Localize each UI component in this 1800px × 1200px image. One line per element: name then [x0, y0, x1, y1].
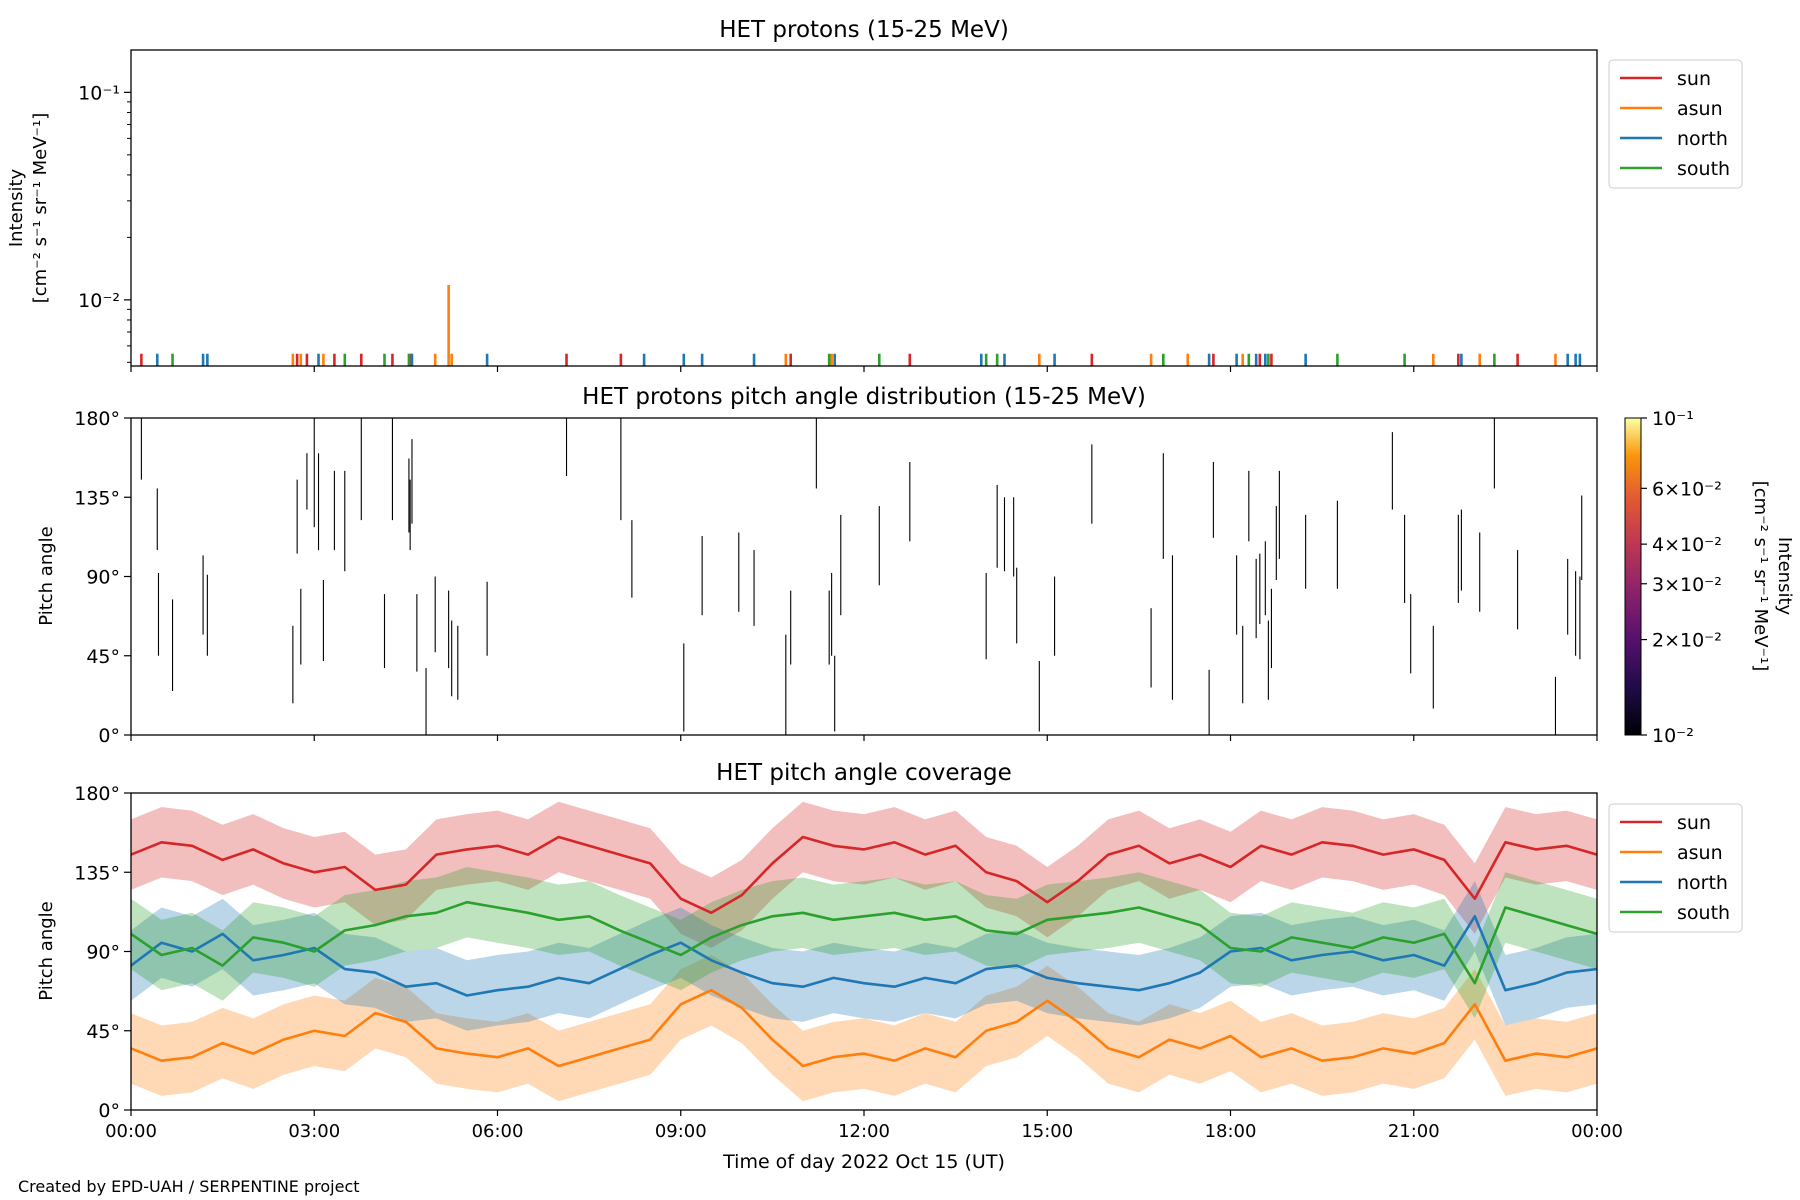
- legend-label-sun: sun: [1677, 68, 1711, 90]
- legend-box: [1608, 59, 1743, 189]
- coverage-frame: [130, 792, 1598, 1111]
- legend-label-sun: sun: [1677, 812, 1711, 834]
- pad-ylabel: Pitch angle: [36, 526, 57, 625]
- colorbar-ticks: 10⁻² 2×10⁻² 3×10⁻² 4×10⁻² 6×10⁻² 10⁻¹: [1641, 408, 1722, 747]
- x-tick-label: 00:00: [1571, 1121, 1623, 1142]
- legend-label-asun: asun: [1677, 842, 1723, 864]
- coverage-series: [131, 801, 1597, 1102]
- colorbar-label-line1: Intensity: [1774, 537, 1795, 616]
- colorbar-label-line2: [cm⁻² s⁻¹ sr⁻¹ MeV⁻¹]: [1750, 481, 1771, 672]
- pad-frame: [130, 417, 1598, 736]
- pad-title: HET protons pitch angle distribution (15…: [582, 384, 1146, 410]
- coverage-line-north: [131, 914, 1597, 997]
- y-tick-label: 0°: [98, 725, 120, 747]
- colorbar-tick-label: 6×10⁻²: [1652, 478, 1722, 500]
- y-tick-label: 10⁻²: [78, 290, 120, 312]
- intensity-marks: [140, 284, 1582, 366]
- y-tick-label: 45°: [86, 1021, 120, 1043]
- y-tick-label: 90°: [86, 942, 120, 964]
- intensity-legend: sun asun north south: [1608, 59, 1743, 189]
- intensity-frame: [130, 49, 1598, 367]
- x-tick-label: 21:00: [1388, 1121, 1440, 1142]
- legend-label-asun: asun: [1677, 98, 1723, 120]
- coverage-band-asun: [131, 955, 1597, 1102]
- colorbar: 10⁻² 2×10⁻² 3×10⁻² 4×10⁻² 6×10⁻² 10⁻¹ Intensi…: [1624, 408, 1795, 747]
- x-tick-label: 18:00: [1205, 1121, 1257, 1142]
- y-tick-label: 90°: [86, 567, 120, 589]
- coverage-band-sun: [131, 801, 1597, 948]
- colorbar-label: Intensity [cm⁻² s⁻¹ sr⁻¹ MeV⁻¹]: [1750, 481, 1795, 672]
- x-tick-label: 06:00: [472, 1121, 524, 1142]
- coverage-line-south: [131, 900, 1597, 985]
- coverage-band-south: [131, 867, 1597, 1019]
- pad-panel: HET protons pitch angle distribution (15…: [36, 384, 1795, 747]
- intensity-title: HET protons (15-25 MeV): [719, 17, 1009, 43]
- intensity-ylabel: Intensity [cm⁻² s⁻¹ sr⁻¹ MeV⁻¹]: [6, 113, 51, 304]
- legend-label-south: south: [1677, 902, 1730, 924]
- intensity-ylabel-line2: [cm⁻² s⁻¹ sr⁻¹ MeV⁻¹]: [30, 113, 51, 304]
- x-tick-label: 03:00: [288, 1121, 340, 1142]
- intensity-y-ticks: 10⁻² 10⁻¹: [78, 82, 131, 363]
- pad-y-ticks: 0° 45° 90° 135° 180°: [74, 408, 131, 747]
- legend-label-south: south: [1677, 158, 1730, 180]
- y-tick-label: 10⁻¹: [78, 82, 120, 104]
- y-tick-label: 0°: [98, 1100, 120, 1122]
- y-tick-label: 180°: [74, 408, 120, 430]
- colorbar-tick-label: 2×10⁻²: [1652, 630, 1722, 652]
- colorbar-tick-label: 10⁻²: [1652, 725, 1694, 747]
- coverage-y-ticks: 0° 45° 90° 135° 180°: [74, 783, 131, 1122]
- colorbar-tick-label: 3×10⁻²: [1652, 574, 1722, 596]
- colorbar-gradient: [1624, 417, 1642, 736]
- x-tick-label: 09:00: [655, 1121, 707, 1142]
- coverage-ylabel: Pitch angle: [36, 901, 57, 1000]
- x-tick-label: 00:00: [105, 1121, 157, 1142]
- coverage-legend: sun asun north south: [1608, 803, 1743, 933]
- legend-label-north: north: [1677, 128, 1728, 150]
- legend-box: [1608, 803, 1743, 933]
- coverage-panel: HET pitch angle coverage 0° 45° 90° 135° 180…: [36, 760, 1743, 1173]
- y-tick-label: 180°: [74, 783, 120, 805]
- coverage-title: HET pitch angle coverage: [716, 760, 1012, 786]
- pad-x-ticks: [130, 735, 1598, 741]
- x-tick-label: 12:00: [838, 1121, 890, 1142]
- y-tick-label: 135°: [74, 862, 120, 884]
- colorbar-tick-label: 4×10⁻²: [1652, 534, 1722, 556]
- coverage-line-sun: [131, 835, 1597, 915]
- intensity-x-ticks: [130, 366, 1598, 372]
- credit-text: Created by EPD-UAH / SERPENTINE project: [18, 1177, 360, 1196]
- y-tick-label: 135°: [74, 487, 120, 509]
- intensity-panel: HET protons (15-25 MeV) 10⁻² 10⁻¹ Intensi…: [6, 17, 1743, 372]
- coverage-line-asun: [131, 988, 1597, 1068]
- intensity-ylabel-line1: Intensity: [6, 168, 27, 247]
- colorbar-tick-label: 10⁻¹: [1652, 408, 1694, 430]
- y-tick-label: 45°: [86, 646, 120, 668]
- coverage-band-north: [131, 881, 1597, 1031]
- coverage-x-ticks: 00:00 03:00 06:00 09:00 12:00 15:00 18:00 21:00…: [105, 1110, 1623, 1142]
- coverage-xlabel: Time of day 2022 Oct 15 (UT): [722, 1151, 1005, 1173]
- pad-segments: [140, 418, 1583, 735]
- legend-label-north: north: [1677, 872, 1728, 894]
- x-tick-label: 15:00: [1021, 1121, 1073, 1142]
